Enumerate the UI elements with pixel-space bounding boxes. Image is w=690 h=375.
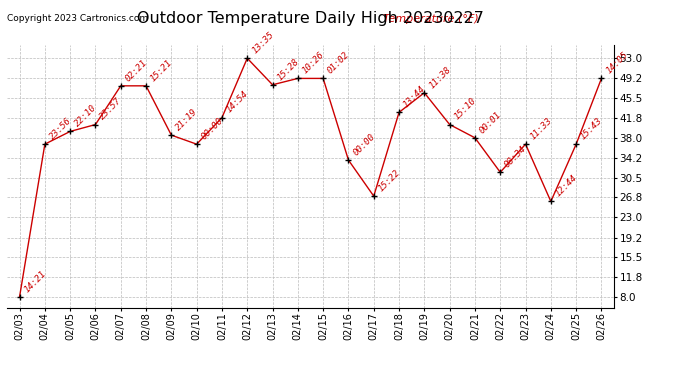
- Text: 15:10: 15:10: [453, 96, 477, 122]
- Text: 15:28: 15:28: [275, 57, 301, 82]
- Text: 11:38: 11:38: [427, 64, 453, 90]
- Text: 21:19: 21:19: [174, 107, 199, 132]
- Text: 00:01: 00:01: [477, 110, 503, 135]
- Text: 12:44: 12:44: [553, 173, 579, 199]
- Text: 14:54: 14:54: [225, 90, 250, 115]
- Text: 02:21: 02:21: [124, 58, 149, 83]
- Text: 14:05: 14:05: [604, 50, 629, 76]
- Text: Outdoor Temperature Daily High 20230227: Outdoor Temperature Daily High 20230227: [137, 11, 484, 26]
- Text: 15:21: 15:21: [149, 58, 174, 83]
- Text: 13:35: 13:35: [250, 30, 275, 56]
- Text: 00:00: 00:00: [199, 116, 225, 141]
- Text: 23:57: 23:57: [98, 96, 124, 122]
- Text: 00:00: 00:00: [351, 132, 377, 157]
- Text: 23:56: 23:56: [48, 116, 73, 141]
- Text: 15:22: 15:22: [377, 168, 402, 194]
- Text: 22:10: 22:10: [73, 103, 98, 129]
- Text: Copyright 2023 Cartronics.com: Copyright 2023 Cartronics.com: [7, 13, 148, 22]
- Text: 14:21: 14:21: [22, 269, 48, 294]
- Text: 13:44: 13:44: [402, 84, 427, 109]
- Text: 10:26: 10:26: [301, 50, 326, 76]
- Text: 01:02: 01:02: [326, 50, 351, 76]
- Text: Temperature (°F): Temperature (°F): [384, 13, 479, 24]
- Text: 15:43: 15:43: [579, 116, 604, 141]
- Text: 11:33: 11:33: [529, 116, 553, 141]
- Text: 08:34: 08:34: [503, 144, 529, 170]
